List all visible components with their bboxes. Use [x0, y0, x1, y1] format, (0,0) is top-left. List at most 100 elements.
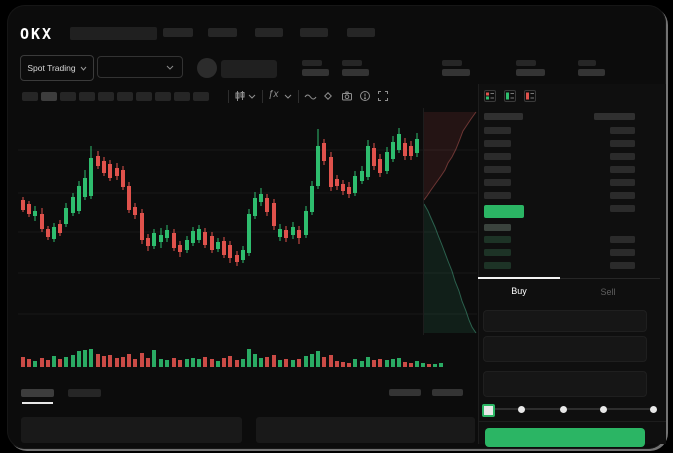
chart-type-icon[interactable]	[234, 90, 246, 102]
fullscreen-icon[interactable]	[377, 90, 389, 102]
ask-amount-cell	[610, 153, 635, 160]
bid-amount-cell	[610, 262, 635, 269]
bottom-tab-order-history[interactable]	[68, 389, 101, 397]
timeframe-button-8[interactable]	[155, 92, 171, 101]
nav-item-5[interactable]	[347, 28, 375, 37]
stat-value-placeholder	[302, 69, 329, 76]
stat-label-placeholder	[302, 60, 322, 66]
nav-item-3[interactable]	[255, 28, 283, 37]
trend-line-icon[interactable]	[304, 91, 317, 102]
ask-price-row[interactable]	[484, 127, 511, 134]
ask-amount-cell	[610, 127, 635, 134]
bottom-tab-open-orders[interactable]	[21, 389, 54, 397]
tab-buy[interactable]: Buy	[511, 286, 527, 296]
stat-label-placeholder	[342, 60, 362, 66]
okx-logo[interactable]: OKX	[20, 25, 54, 43]
tab-sell[interactable]: Sell	[600, 287, 616, 297]
chevron-down-icon[interactable]	[248, 94, 256, 99]
percent-slider-dot-75[interactable]	[600, 406, 607, 413]
orderbook-col-header-price	[484, 113, 523, 120]
toolbar-divider	[298, 90, 299, 103]
ask-price-row[interactable]	[484, 140, 511, 147]
indicators-fx-icon[interactable]: ƒx	[268, 89, 279, 100]
pair-selector-dropdown[interactable]	[97, 56, 183, 78]
bottom-action-placeholder[interactable]	[389, 389, 421, 396]
orderbook-col-header-amount	[594, 113, 635, 120]
alert-icon[interactable]	[359, 90, 371, 102]
camera-snapshot-icon[interactable]	[341, 90, 353, 102]
stat-value-placeholder	[342, 69, 369, 76]
market-type-dropdown[interactable]: Spot Trading	[20, 55, 94, 81]
last-price-badge[interactable]	[484, 205, 524, 218]
timeframe-button-9[interactable]	[174, 92, 190, 101]
chevron-down-icon[interactable]	[284, 94, 292, 99]
ask-price-row[interactable]	[484, 179, 511, 186]
stat-value-placeholder	[578, 69, 605, 76]
buy-tab-active-indicator	[478, 277, 560, 279]
timeframe-button-1[interactable]	[22, 92, 38, 101]
percent-slider-dot-25[interactable]	[518, 406, 525, 413]
timeframe-button-10[interactable]	[193, 92, 209, 101]
stat-value-placeholder	[516, 69, 545, 76]
toolbar-divider	[228, 90, 229, 103]
percent-slider-handle-0[interactable]	[482, 404, 495, 417]
timeframe-button-4[interactable]	[79, 92, 95, 101]
pair-name-placeholder	[221, 60, 277, 78]
nav-item-4[interactable]	[300, 28, 328, 37]
orderbook-view-both-icon[interactable]	[484, 90, 496, 102]
percent-slider-dot-50[interactable]	[560, 406, 567, 413]
orderbook-view-asks-icon[interactable]	[524, 90, 536, 102]
bid-price-row[interactable]	[484, 224, 511, 231]
order-type-field[interactable]	[483, 310, 647, 332]
orderbook-view-bids-icon[interactable]	[504, 90, 516, 102]
volume-histogram	[21, 349, 443, 367]
toolbar-divider	[262, 90, 263, 103]
timeframe-button-2-active[interactable]	[41, 92, 57, 101]
timeframe-button-6[interactable]	[117, 92, 133, 101]
draw-brush-icon[interactable]	[322, 90, 334, 102]
form-divider	[478, 421, 666, 422]
depth-chart-overlay[interactable]	[424, 110, 478, 335]
timeframe-button-3[interactable]	[60, 92, 76, 101]
stat-label-placeholder	[442, 60, 462, 66]
ask-amount-cell	[610, 140, 635, 147]
tab-divider	[560, 278, 660, 279]
candlestick-chart[interactable]	[18, 108, 478, 336]
ask-amount-cell	[610, 166, 635, 173]
market-type-label: Spot Trading	[27, 63, 76, 73]
pair-title-placeholder	[70, 27, 157, 40]
amount-input[interactable]	[483, 371, 647, 397]
bottom-action-placeholder[interactable]	[432, 389, 463, 396]
chevron-down-icon	[80, 66, 87, 71]
percent-slider-track[interactable]	[486, 408, 655, 410]
panel-divider	[478, 84, 479, 444]
stat-label-placeholder	[516, 60, 536, 66]
ask-price-row[interactable]	[484, 192, 511, 199]
ask-price-row[interactable]	[484, 153, 511, 160]
orders-empty-panel	[256, 417, 475, 443]
chart-depth-divider	[423, 108, 424, 335]
stat-label-placeholder	[578, 60, 596, 66]
percent-slider-dot-100[interactable]	[650, 406, 657, 413]
timeframe-button-7[interactable]	[136, 92, 152, 101]
nav-item-1[interactable]	[163, 28, 193, 37]
orders-empty-panel	[21, 417, 242, 443]
stat-value-placeholder	[442, 69, 470, 76]
bid-price-row[interactable]	[484, 262, 511, 269]
bid-amount-cell	[610, 236, 635, 243]
buy-submit-button[interactable]	[485, 428, 645, 447]
ask-amount-cell	[610, 179, 635, 186]
ask-amount-cell	[610, 192, 635, 199]
chevron-down-icon	[166, 65, 174, 70]
nav-item-2[interactable]	[208, 28, 237, 37]
bid-price-row[interactable]	[484, 249, 511, 256]
ask-amount-cell	[610, 205, 635, 212]
coin-avatar	[197, 58, 217, 78]
timeframe-button-5[interactable]	[98, 92, 114, 101]
bid-amount-cell	[610, 249, 635, 256]
ask-price-row[interactable]	[484, 166, 511, 173]
bottom-tab-active-indicator	[22, 402, 53, 404]
price-input[interactable]	[483, 336, 647, 362]
bid-price-row[interactable]	[484, 236, 511, 243]
